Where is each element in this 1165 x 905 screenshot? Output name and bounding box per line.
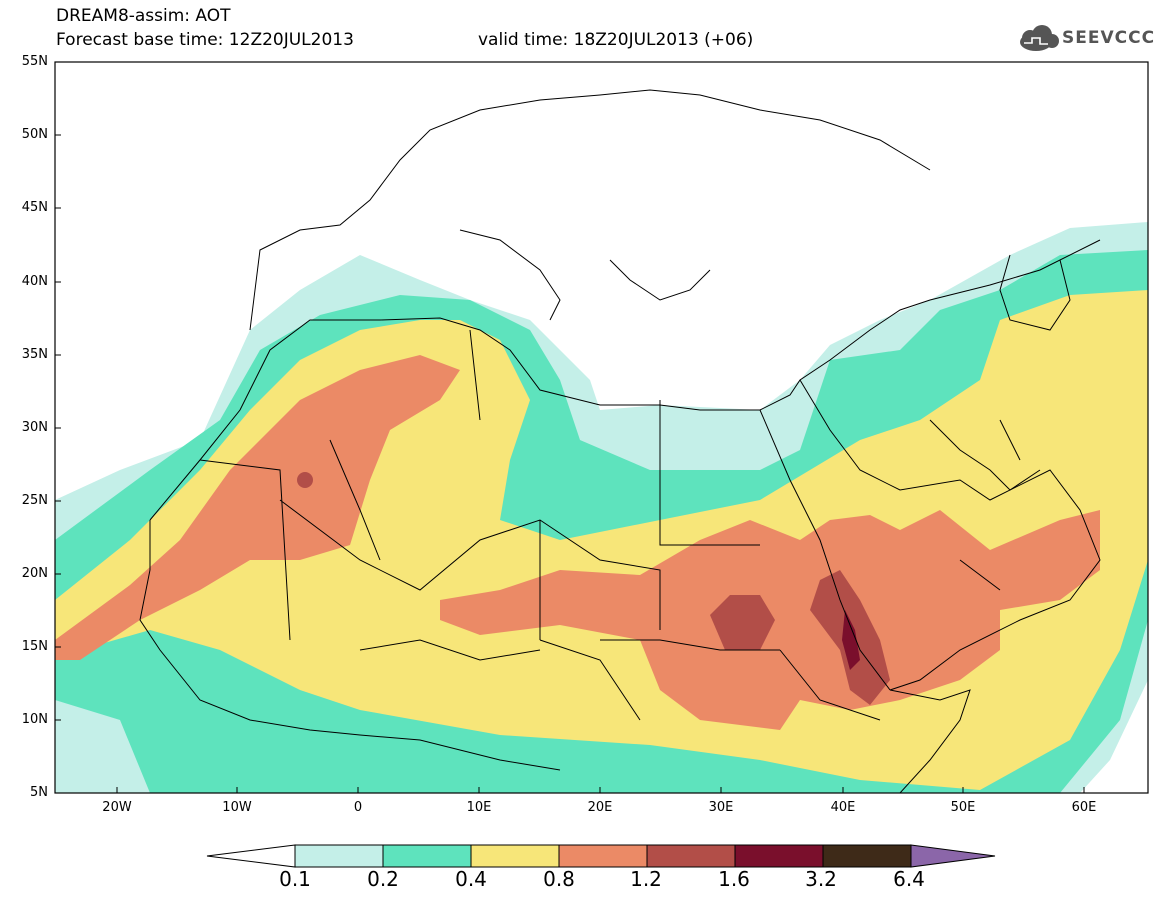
lat-label-20n: 20N <box>21 566 48 581</box>
coastline-italy <box>459 229 561 321</box>
colorbar-label-0.2: 0.2 <box>367 867 399 891</box>
lat-label-35n: 35N <box>21 347 48 362</box>
coastline-west-africa <box>139 520 561 771</box>
lon-label-60e: 60E <box>1071 800 1097 815</box>
colorbar-label-0.4: 0.4 <box>455 867 487 891</box>
coastline-greece <box>609 259 711 301</box>
coastline-persian-gulf <box>929 419 1041 491</box>
colorbar-label-1.2: 1.2 <box>630 867 662 891</box>
aot-band-1.2-algeria <box>297 472 313 488</box>
colorbar-label-1.6: 1.6 <box>718 867 750 891</box>
coastline-arabia <box>799 379 1101 691</box>
lon-label-10w: 10W <box>222 800 252 815</box>
lon-label-10e: 10E <box>466 800 492 815</box>
lat-label-50n: 50N <box>21 127 48 142</box>
cloud-icon <box>1020 25 1059 51</box>
lon-label-20e: 20E <box>587 800 613 815</box>
lon-label-0: 0 <box>353 800 363 815</box>
coastline-caspian <box>999 254 1071 331</box>
lat-label-15n: 15N <box>21 639 48 654</box>
valid-time: valid time: 18Z20JUL2013 (+06) <box>478 30 754 50</box>
lat-label-55n: 55N <box>21 54 48 69</box>
border-lines <box>199 329 1021 721</box>
lon-label-30e: 30E <box>708 800 734 815</box>
colorbar-label-0.8: 0.8 <box>543 867 575 891</box>
lon-label-40e: 40E <box>830 800 856 815</box>
coastline-horn <box>889 689 971 793</box>
lon-label-20w: 20W <box>102 800 132 815</box>
lon-label-50e: 50E <box>950 800 976 815</box>
aot-band-0.8 <box>55 355 460 660</box>
forecast-base-time: Forecast base time: 12Z20JUL2013 <box>56 30 354 50</box>
logo-text: SEEVCCC <box>1062 28 1156 48</box>
coastline-europe <box>249 89 931 331</box>
lat-label-30n: 30N <box>21 420 48 435</box>
lat-label-25n: 25N <box>21 493 48 508</box>
coastline-red-sea <box>759 409 891 691</box>
colorbar-label-0.1: 0.1 <box>279 867 311 891</box>
aot-band-1.6 <box>842 610 860 670</box>
lat-label-10n: 10N <box>21 712 48 727</box>
lat-label-5n: 5N <box>30 785 48 800</box>
map-title: DREAM8-assim: AOT <box>56 6 231 26</box>
colorbar-label-6.4: 6.4 <box>893 867 925 891</box>
lat-label-45n: 45N <box>21 200 48 215</box>
colorbar-label-3.2: 3.2 <box>805 867 837 891</box>
lat-label-40n: 40N <box>21 274 48 289</box>
aot-band-1.2 <box>710 595 775 650</box>
